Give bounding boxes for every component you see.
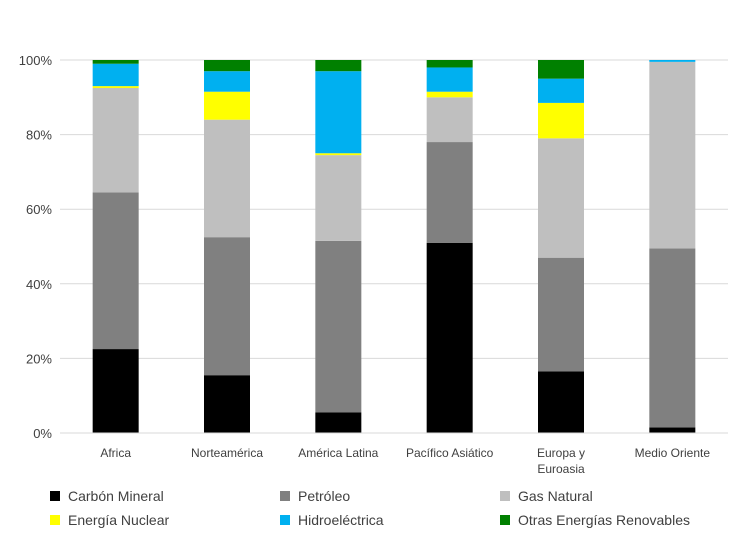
bar-segment bbox=[427, 243, 473, 433]
y-tick-label: 40% bbox=[26, 277, 52, 292]
bar-segment bbox=[315, 155, 361, 241]
bar-segment bbox=[204, 92, 250, 120]
x-category-label: Africa bbox=[100, 446, 131, 460]
bar-segment bbox=[538, 60, 584, 79]
bar-segment bbox=[649, 62, 695, 249]
bar-segment bbox=[204, 60, 250, 71]
bar-segment bbox=[427, 92, 473, 98]
legend-label: Hidroeléctrica bbox=[298, 512, 384, 528]
bar-segment bbox=[315, 60, 361, 71]
legend-label: Energía Nuclear bbox=[68, 512, 169, 528]
legend-item: Hidroeléctrica bbox=[280, 512, 384, 528]
x-category-label-line: Euroasia bbox=[537, 462, 585, 476]
x-category-label-line: Pacífico Asiático bbox=[406, 446, 494, 460]
legend-label: Gas Natural bbox=[518, 488, 593, 504]
bar-segment bbox=[649, 248, 695, 427]
bar-segment bbox=[427, 67, 473, 91]
x-category-label-line: Norteamérica bbox=[191, 446, 263, 460]
bar-segment bbox=[315, 412, 361, 433]
bar-segment bbox=[93, 349, 139, 433]
y-tick-label: 60% bbox=[26, 202, 52, 217]
bar-segment bbox=[427, 142, 473, 243]
bar-segment bbox=[538, 258, 584, 372]
legend-swatch bbox=[280, 491, 290, 501]
bar-segment bbox=[93, 192, 139, 349]
x-category-label-line: América Latina bbox=[298, 446, 378, 460]
x-category-label: Europa y Euroasia bbox=[537, 446, 585, 476]
x-category-label: Norteamérica bbox=[191, 446, 263, 460]
x-category-label-line: Africa bbox=[100, 446, 131, 460]
legend-item: Otras Energías Renovables bbox=[500, 512, 690, 528]
bar-segment bbox=[427, 97, 473, 142]
x-category-label-line: Europa y bbox=[537, 446, 585, 460]
bar-segment bbox=[649, 60, 695, 62]
bar-segment bbox=[538, 138, 584, 257]
legend-item: Gas Natural bbox=[500, 488, 593, 504]
y-tick-label: 80% bbox=[26, 128, 52, 143]
legend-swatch bbox=[50, 515, 60, 525]
y-tick-label: 0% bbox=[33, 426, 52, 441]
legend-label: Carbón Mineral bbox=[68, 488, 164, 504]
legend-item: Petróleo bbox=[280, 488, 350, 504]
legend-label: Otras Energías Renovables bbox=[518, 512, 690, 528]
bar-segment bbox=[538, 79, 584, 103]
x-category-label: Pacífico Asiático bbox=[406, 446, 494, 460]
bar-segment bbox=[204, 71, 250, 92]
y-tick-label: 100% bbox=[19, 53, 53, 68]
legend-swatch bbox=[500, 515, 510, 525]
bar-segment bbox=[538, 103, 584, 138]
bar-segment bbox=[649, 427, 695, 433]
bar-segment bbox=[93, 86, 139, 88]
bar-segment bbox=[93, 60, 139, 64]
bar-segment bbox=[93, 64, 139, 86]
bar-segment bbox=[538, 371, 584, 433]
legend-swatch bbox=[50, 491, 60, 501]
y-tick-label: 20% bbox=[26, 351, 52, 366]
bar-segment bbox=[315, 153, 361, 155]
bar-segment bbox=[427, 60, 473, 67]
x-category-label: América Latina bbox=[298, 446, 378, 460]
bar-segment bbox=[204, 237, 250, 375]
bar-segment bbox=[204, 120, 250, 237]
legend-item: Carbón Mineral bbox=[50, 488, 164, 504]
bar-segment bbox=[93, 88, 139, 192]
legend-label: Petróleo bbox=[298, 488, 350, 504]
legend-swatch bbox=[280, 515, 290, 525]
legend-swatch bbox=[500, 491, 510, 501]
x-category-label-line: Medio Oriente bbox=[635, 446, 711, 460]
x-category-label: Medio Oriente bbox=[635, 446, 711, 460]
bar-segment bbox=[204, 375, 250, 433]
bar-segment bbox=[315, 241, 361, 413]
legend-item: Energía Nuclear bbox=[50, 512, 169, 528]
bar-segment bbox=[315, 71, 361, 153]
